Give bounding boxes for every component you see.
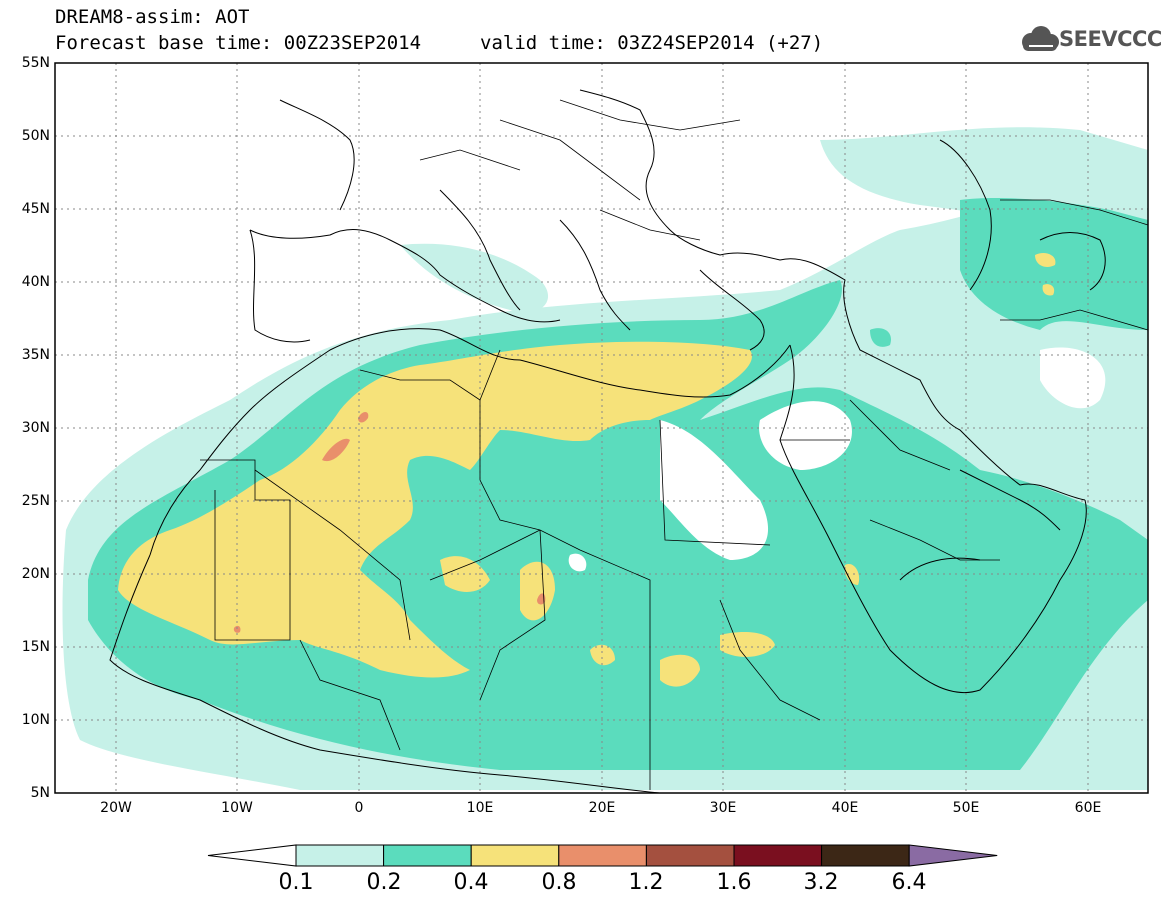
colorbar-label: 0.8 [541, 870, 577, 895]
colorbar-label: 6.4 [891, 870, 927, 895]
colorbar-label: 0.4 [453, 870, 489, 895]
lat-label: 25N [21, 493, 50, 509]
lat-label: 35N [21, 347, 50, 363]
lon-label: 20W [100, 800, 132, 816]
lat-label: 10N [21, 712, 50, 728]
lon-label: 0 [354, 800, 364, 816]
lat-label: 30N [21, 420, 50, 436]
aot-clear-areas [568, 347, 1106, 572]
map-title: DREAM8-assim: AOT [55, 6, 250, 28]
lon-label: 20E [588, 800, 616, 816]
lat-label: 45N [21, 201, 50, 217]
lon-label: 60E [1074, 800, 1102, 816]
cloud-icon [1022, 26, 1059, 51]
lon-label: 10E [466, 800, 494, 816]
base-time-label: Forecast base time: 00Z23SEP2014 [55, 32, 422, 54]
colorbar-label: 1.6 [716, 870, 752, 895]
coastlines [109, 89, 1106, 793]
aot-layer-0.8 [233, 412, 546, 633]
plot-frame [54, 62, 1149, 794]
lat-label: 55N [21, 55, 50, 71]
lon-label: 40E [831, 800, 859, 816]
colorbar-label: 3.2 [803, 870, 839, 895]
graticule [55, 63, 1148, 793]
colorbar-label: 0.1 [278, 870, 314, 895]
colorbar-label: 0.2 [366, 870, 402, 895]
logo-text: SEEVCCC [1059, 27, 1162, 51]
lat-label: 15N [21, 639, 50, 655]
lon-label: 10W [221, 800, 253, 816]
valid-time-label: valid time: 03Z24SEP2014 (+27) [480, 32, 824, 54]
lon-label: 50E [952, 800, 980, 816]
lat-label: 20N [21, 566, 50, 582]
lon-label: 30E [709, 800, 737, 816]
country-borders [200, 99, 1148, 790]
lat-label: 50N [21, 128, 50, 144]
lat-label: 5N [30, 785, 50, 801]
lat-label: 40N [21, 274, 50, 290]
colorbar-label: 1.2 [628, 870, 664, 895]
